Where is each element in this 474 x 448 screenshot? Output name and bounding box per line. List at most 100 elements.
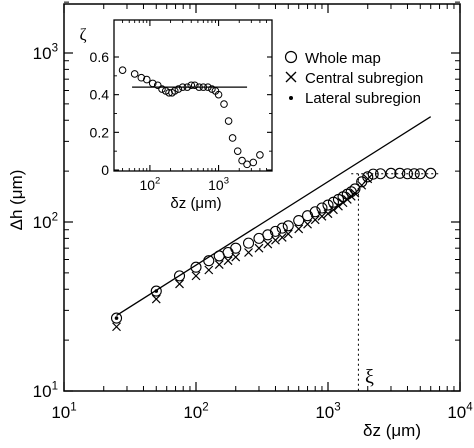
central-subregion-point xyxy=(303,219,312,229)
inset-x-tick-label: 102 xyxy=(139,176,160,193)
x-mark-stroke xyxy=(329,205,338,215)
crossover-xi-label: ξ xyxy=(365,366,374,388)
legend-dot-marker xyxy=(289,96,293,100)
central-subregion-point xyxy=(363,174,373,184)
inset-zeta-point xyxy=(228,134,237,142)
x-mark-stroke xyxy=(112,322,121,332)
inset-zeta-point xyxy=(137,73,146,82)
x-mark-stroke xyxy=(294,224,304,234)
legend-label-central-subregion: Central subregion xyxy=(305,70,423,87)
main-data-marks xyxy=(110,167,437,332)
whole-map-point xyxy=(222,246,234,259)
inset-zeta-point xyxy=(142,75,151,84)
inset-y-tick-label: 0.2 xyxy=(90,124,110,140)
main-y-axis-label: Δh (μm) xyxy=(7,170,26,231)
inset-zeta-point xyxy=(187,81,196,90)
inset-zeta-point xyxy=(249,158,258,167)
whole-map-point xyxy=(401,168,414,180)
whole-map-point xyxy=(230,242,242,254)
inset-zeta-point xyxy=(256,151,264,159)
inset-y-tick-label: 0.6 xyxy=(90,49,110,65)
whole-map-point xyxy=(425,167,437,179)
whole-map-point xyxy=(190,261,202,273)
central-subregion-point xyxy=(294,224,304,234)
whole-map-point xyxy=(269,225,282,237)
x-mark-stroke xyxy=(231,252,241,262)
whole-map-point xyxy=(242,237,255,249)
whole-map-point xyxy=(276,222,288,234)
x-mark-stroke xyxy=(191,271,201,281)
central-subregion-point xyxy=(329,205,338,215)
x-mark-stroke xyxy=(254,243,264,253)
power-law-fit-line xyxy=(116,116,432,316)
inset-zeta-point xyxy=(183,83,192,91)
central-subregion-point xyxy=(175,279,184,289)
whole-map-point xyxy=(173,270,186,282)
whole-map-point xyxy=(362,171,374,183)
inset-zeta-point xyxy=(233,147,242,155)
legend-label-whole-map: Whole map xyxy=(305,50,381,67)
x-mark-stroke xyxy=(151,294,161,304)
x-mark-stroke xyxy=(317,211,327,221)
inset-zeta-point xyxy=(118,66,127,74)
x-tick-label: 101 xyxy=(51,401,76,422)
central-subregion-point xyxy=(204,265,214,275)
inset-x-axis-label: δz (μm) xyxy=(170,195,221,212)
central-subregion-point xyxy=(231,252,241,262)
x-mark-stroke xyxy=(338,198,348,208)
inset-zeta-point xyxy=(174,85,183,93)
main-reference-lines xyxy=(116,116,440,391)
legend-x-marker xyxy=(285,71,297,83)
inset-y-tick-label: 0.4 xyxy=(90,87,110,103)
whole-map-point xyxy=(150,285,162,297)
x-mark-stroke xyxy=(214,260,224,269)
x-mark-stroke xyxy=(310,215,320,225)
y-tick-label: 103 xyxy=(33,42,58,63)
x-mark-stroke xyxy=(204,265,214,275)
x-tick-label: 103 xyxy=(315,401,340,422)
whole-map-point xyxy=(408,168,420,180)
main-x-axis-label: δz (μm) xyxy=(363,421,421,440)
lateral-subregion-point xyxy=(114,316,119,320)
inset-zeta-point xyxy=(204,83,212,91)
central-subregion-point xyxy=(254,243,264,253)
x-mark-stroke xyxy=(350,188,360,198)
central-subregion-point xyxy=(214,260,224,269)
legend-label-lateral-subregion: Lateral subregion xyxy=(305,90,421,107)
central-subregion-point xyxy=(338,198,348,208)
inset-zeta-point xyxy=(214,90,223,99)
inset-zeta-point xyxy=(190,81,199,90)
whole-map-point xyxy=(262,229,274,241)
inset-zeta-point xyxy=(195,83,203,91)
inset-zeta-point xyxy=(220,100,228,108)
main-plot-frame xyxy=(63,3,461,392)
inset-zeta-point xyxy=(148,79,157,88)
central-subregion-point xyxy=(151,294,161,304)
inset-zeta-point xyxy=(199,83,208,91)
whole-map-point xyxy=(309,206,321,218)
lateral-subregion-point xyxy=(154,289,159,293)
central-subregion-point xyxy=(334,201,343,211)
central-subregion-point xyxy=(283,229,293,239)
x-mark-stroke xyxy=(363,174,373,184)
inset-zeta-point xyxy=(238,156,246,165)
whole-map-point xyxy=(203,255,215,267)
central-subregion-point xyxy=(277,233,287,242)
x-mark-stroke xyxy=(271,235,280,245)
inset-y-axis-label: ζ xyxy=(79,25,86,44)
central-subregion-point xyxy=(317,211,327,221)
whole-map-point xyxy=(302,210,314,222)
central-subregion-point xyxy=(244,248,253,257)
x-mark-stroke xyxy=(334,201,343,211)
whole-map-point xyxy=(282,220,294,232)
x-mark-stroke xyxy=(323,209,333,219)
whole-map-point xyxy=(110,312,123,324)
x-mark-stroke xyxy=(175,279,184,289)
inset-zeta-point xyxy=(130,70,139,78)
inset-zeta-point xyxy=(153,81,162,90)
central-subregion-point xyxy=(191,271,201,281)
whole-map-point xyxy=(385,167,397,179)
x-mark-stroke xyxy=(223,256,233,266)
inset-zeta-point xyxy=(170,87,179,95)
